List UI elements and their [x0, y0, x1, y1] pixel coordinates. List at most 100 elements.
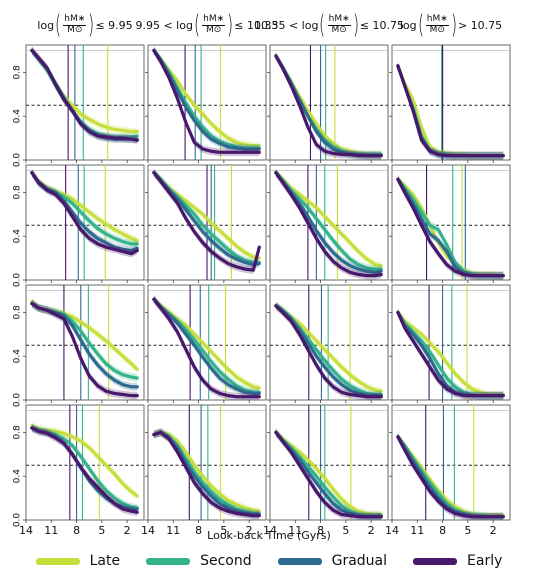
- title-suffix: ≤ 10.35: [234, 18, 279, 32]
- legend-label-gradual: Gradual: [331, 553, 388, 569]
- panel-frame: [147, 284, 267, 401]
- x-tick-label: 11: [166, 524, 180, 537]
- paren-left: (: [194, 10, 201, 40]
- panel-r2-c0: 0.0 0.4 0.8: [13, 284, 145, 408]
- series-line-early: [274, 430, 383, 519]
- column-title-1: log(hM∗ M⊙) ≤ 9.95: [26, 6, 144, 44]
- series-line-early: [30, 48, 139, 142]
- panel-r1-c2: [267, 164, 389, 283]
- x-tick-label: 11: [288, 524, 302, 537]
- band-early: [31, 46, 138, 145]
- x-tick-label: 14: [19, 524, 33, 537]
- panel-r2-c2: [267, 284, 389, 403]
- fraction-numerator: hM∗: [327, 14, 351, 26]
- paren-right: ): [450, 10, 457, 40]
- legend-item-second: Second: [146, 553, 252, 569]
- title-prefix: 10.35 < log: [253, 18, 319, 32]
- x-tick-label: 11: [410, 524, 424, 537]
- x-tick-label: 2: [246, 524, 253, 537]
- y-tick-label: 0.8: [13, 425, 23, 440]
- fraction: hM∗ M⊙: [327, 14, 351, 35]
- x-tick-label: 8: [195, 524, 202, 537]
- x-tick-label: 14: [385, 524, 399, 537]
- band-gradual: [275, 428, 382, 520]
- paren-left: (: [417, 10, 424, 40]
- band-gradual: [31, 46, 138, 144]
- y-tick-label: 0.0: [13, 273, 23, 288]
- panel-r0-c1: [145, 44, 267, 163]
- panel-frame: [25, 284, 145, 401]
- series-line-early: [274, 304, 383, 399]
- band-gradual: [153, 46, 260, 153]
- y-tick-label: 0.4: [13, 109, 23, 124]
- y-tick-label: 0.0: [13, 153, 23, 168]
- series-line-early: [396, 177, 505, 278]
- series-line-early: [396, 64, 505, 158]
- panel-r1-c0: 0.0 0.4 0.8: [13, 164, 145, 288]
- series-line-early: [274, 54, 383, 158]
- series-line-early: [30, 426, 139, 514]
- panel-frame: [147, 404, 267, 521]
- x-tick-label: 2: [124, 524, 131, 537]
- panel-r3-c2: 14 11 8 5 2: [263, 404, 389, 537]
- panel-frame: [25, 164, 145, 281]
- band-gradual: [275, 301, 382, 400]
- series-line-late: [274, 171, 383, 268]
- panel-r0-c3: [389, 44, 511, 163]
- band-late: [275, 428, 382, 519]
- x-tick-label: 2: [368, 524, 375, 537]
- paren-left: (: [319, 10, 326, 40]
- legend-item-early: Early: [413, 553, 502, 569]
- paren-right: ): [227, 10, 234, 40]
- series-line-early: [274, 171, 383, 278]
- x-tick-label: 8: [73, 524, 80, 537]
- series-line-late: [30, 424, 139, 498]
- series-line-late: [274, 430, 383, 517]
- legend-label-early: Early: [467, 553, 503, 569]
- fraction-numerator: hM∗: [202, 14, 226, 26]
- series-line-early: [152, 48, 261, 154]
- title-suffix: > 10.75: [457, 18, 503, 32]
- legend: Late Second Gradual Early: [0, 548, 538, 574]
- band-early: [153, 428, 260, 520]
- legend-label-late: Late: [89, 553, 121, 569]
- x-tick-label: 5: [98, 524, 105, 537]
- x-tick-label: 8: [439, 524, 446, 537]
- panel-r3-c0: 0.0 0.4 0.8 14 11 8 5 2: [13, 404, 145, 537]
- legend-swatch-early: [413, 557, 458, 565]
- x-tick-label: 5: [220, 524, 227, 537]
- x-tick-label: 11: [44, 524, 58, 537]
- y-tick-label: 0.8: [13, 65, 23, 80]
- series-line-late: [152, 297, 261, 390]
- fraction: hM∗ M⊙: [63, 14, 87, 35]
- title-prefix: log: [399, 18, 417, 32]
- x-axis-label: Look-back Time (Gyrs): [207, 529, 331, 542]
- series-line-late: [152, 430, 261, 513]
- series-line-early: [152, 171, 261, 272]
- y-tick-label: 0.4: [13, 349, 23, 364]
- y-tick-label: 0.4: [13, 229, 23, 244]
- fraction-denominator: M⊙: [205, 24, 222, 35]
- x-tick-label: 14: [141, 524, 155, 537]
- legend-item-late: Late: [35, 553, 121, 569]
- band-second: [31, 46, 138, 141]
- band-second: [153, 295, 260, 397]
- x-tick-label: 5: [342, 524, 349, 537]
- fraction-denominator: M⊙: [331, 24, 347, 35]
- panel-r3-c1: 14 11 8 5 2: [141, 404, 267, 537]
- series-line-early: [30, 171, 139, 256]
- title-suffix: ≤ 10.75: [359, 18, 405, 32]
- legend-item-gradual: Gradual: [277, 553, 388, 569]
- legend-swatch-gradual: [277, 557, 322, 565]
- paren-right: ): [88, 10, 95, 40]
- paren-right: ): [352, 10, 359, 40]
- fraction-denominator: M⊙: [67, 24, 83, 35]
- series-line-early: [152, 430, 261, 518]
- legend-label-second: Second: [200, 553, 252, 569]
- y-tick-label: 0.8: [13, 185, 23, 200]
- panel-r0-c2: [267, 44, 389, 163]
- y-tick-label: 0.0: [13, 393, 23, 408]
- x-tick-label: 14: [263, 524, 277, 537]
- column-title-4: log(hM∗ M⊙) > 10.75: [392, 6, 510, 44]
